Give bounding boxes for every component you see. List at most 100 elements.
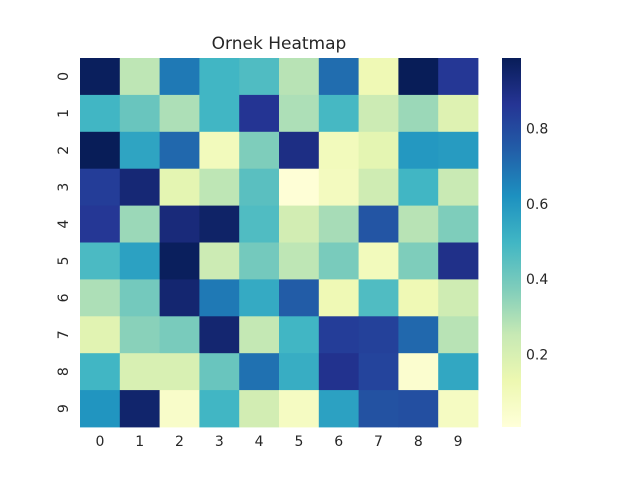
heatmap-cell-r3-c4 <box>239 168 280 206</box>
heatmap-cell-r6-c6 <box>318 279 359 317</box>
heatmap-cell-r2-c1 <box>119 131 160 170</box>
heatmap-cell-r7-c9 <box>438 316 479 354</box>
heatmap-cell-r0-c7 <box>358 58 399 96</box>
heatmap-cell-r0-c8 <box>398 58 439 96</box>
heatmap-cell-r1-c3 <box>199 94 240 133</box>
heatmap-cell-r7-c5 <box>279 316 320 354</box>
heatmap-cell-r7-c1 <box>119 316 160 354</box>
heatmap-cell-r2-c3 <box>199 131 240 170</box>
heatmap-cell-r9-c7 <box>358 390 399 428</box>
heatmap-cell-r3-c6 <box>318 168 359 206</box>
heatmap-cell-r1-c6 <box>318 94 359 133</box>
heatmap-cell-r1-c4 <box>239 94 280 133</box>
heatmap-cell-r8-c7 <box>358 353 399 391</box>
heatmap-cell-r3-c7 <box>358 168 399 206</box>
heatmap-cell-r3-c5 <box>279 168 320 206</box>
chart-title: Ornek Heatmap <box>212 34 347 54</box>
y-tick-label: 4 <box>56 220 72 229</box>
heatmap-cell-r8-c9 <box>438 353 479 391</box>
heatmap-cell-r9-c0 <box>80 390 121 428</box>
heatmap-cell-r7-c4 <box>239 316 280 354</box>
heatmap-cell-r5-c6 <box>318 242 359 280</box>
heatmap-cell-r8-c5 <box>279 353 320 391</box>
colorbar-tick-label: 0.8 <box>526 122 548 138</box>
y-tick-label: 7 <box>56 330 72 339</box>
heatmap-cell-r4-c6 <box>318 205 359 243</box>
colorbar-tick-label: 0.4 <box>526 272 548 288</box>
heatmap-cell-r3-c0 <box>80 168 121 206</box>
heatmap-cell-r1-c9 <box>438 94 479 133</box>
heatmap-cell-r1-c0 <box>80 94 121 133</box>
heatmap-cell-r0-c3 <box>199 58 240 96</box>
heatmap-cell-r7-c0 <box>80 316 121 354</box>
heatmap-cell-r8-c2 <box>159 353 200 391</box>
x-tick-label: 4 <box>255 434 264 450</box>
heatmap-cell-r5-c8 <box>398 242 439 280</box>
heatmap-cell-r7-c3 <box>199 316 240 354</box>
heatmap-cell-r9-c5 <box>279 390 320 428</box>
heatmap-cells <box>80 58 479 428</box>
heatmap-cell-r6-c4 <box>239 279 280 317</box>
heatmap-cell-r4-c1 <box>119 205 160 243</box>
heatmap-cell-r3-c3 <box>199 168 240 206</box>
x-tick-label: 9 <box>454 434 463 450</box>
heatmap-cell-r1-c7 <box>358 94 399 133</box>
y-tick-label: 5 <box>56 256 72 265</box>
heatmap-cell-r2-c6 <box>318 131 359 170</box>
heatmap-cell-r1-c5 <box>279 94 320 133</box>
heatmap-cell-r9-c8 <box>398 390 439 428</box>
heatmap-cell-r1-c2 <box>159 94 200 133</box>
heatmap-cell-r4-c2 <box>159 205 200 243</box>
heatmap-cell-r5-c3 <box>199 242 240 280</box>
heatmap-cell-r1-c8 <box>398 94 439 133</box>
heatmap-cell-r5-c2 <box>159 242 200 280</box>
y-tick-label: 1 <box>56 109 72 118</box>
heatmap-cell-r8-c0 <box>80 353 121 391</box>
x-tick-label: 3 <box>215 434 224 450</box>
heatmap-cell-r6-c0 <box>80 279 121 317</box>
y-tick-label: 0 <box>56 72 72 81</box>
heatmap-cell-r4-c7 <box>358 205 399 243</box>
heatmap-cell-r5-c9 <box>438 242 479 280</box>
colorbar-tick-label: 0.2 <box>526 347 548 363</box>
heatmap-cell-r5-c7 <box>358 242 399 280</box>
heatmap-cell-r4-c8 <box>398 205 439 243</box>
colorbar-ticks: 0.2 0.4 0.6 0.8 <box>526 122 548 364</box>
colorbar <box>502 58 521 427</box>
heatmap-cell-r8-c3 <box>199 353 240 391</box>
heatmap-cell-r7-c2 <box>159 316 200 354</box>
heatmap-cell-r3-c8 <box>398 168 439 206</box>
heatmap-cell-r2-c7 <box>358 131 399 170</box>
x-tick-label: 2 <box>175 434 184 450</box>
heatmap-cell-r4-c3 <box>199 205 240 243</box>
x-tick-label: 8 <box>414 434 423 450</box>
heatmap-cell-r0-c0 <box>80 58 121 96</box>
heatmap-cell-r9-c4 <box>239 390 280 428</box>
heatmap-cell-r5-c4 <box>239 242 280 280</box>
heatmap-cell-r8-c6 <box>318 353 359 391</box>
heatmap-cell-r7-c8 <box>398 316 439 354</box>
heatmap-cell-r9-c3 <box>199 390 240 428</box>
y-tick-label: 8 <box>56 367 72 376</box>
heatmap-cell-r6-c8 <box>398 279 439 317</box>
heatmap-cell-r0-c6 <box>318 58 359 96</box>
heatmap-cell-r6-c9 <box>438 279 479 317</box>
heatmap-cell-r0-c5 <box>279 58 320 96</box>
heatmap-cell-r2-c4 <box>239 131 280 170</box>
heatmap-cell-r4-c5 <box>279 205 320 243</box>
heatmap-cell-r8-c4 <box>239 353 280 391</box>
colorbar-tick-label: 0.6 <box>526 197 548 213</box>
x-tick-label: 5 <box>294 434 303 450</box>
heatmap-cell-r3-c1 <box>119 168 160 206</box>
y-tick-label: 2 <box>56 146 72 155</box>
x-tick-label: 1 <box>135 434 144 450</box>
heatmap-cell-r4-c4 <box>239 205 280 243</box>
y-axis-ticks: 0 1 2 3 4 5 6 7 8 9 <box>56 72 72 413</box>
heatmap-cell-r9-c1 <box>119 390 160 428</box>
heatmap-cell-r4-c0 <box>80 205 121 243</box>
heatmap-cell-r6-c1 <box>119 279 160 317</box>
heatmap-cell-r0-c2 <box>159 58 200 96</box>
x-tick-label: 6 <box>334 434 343 450</box>
heatmap-cell-r2-c2 <box>159 131 200 170</box>
